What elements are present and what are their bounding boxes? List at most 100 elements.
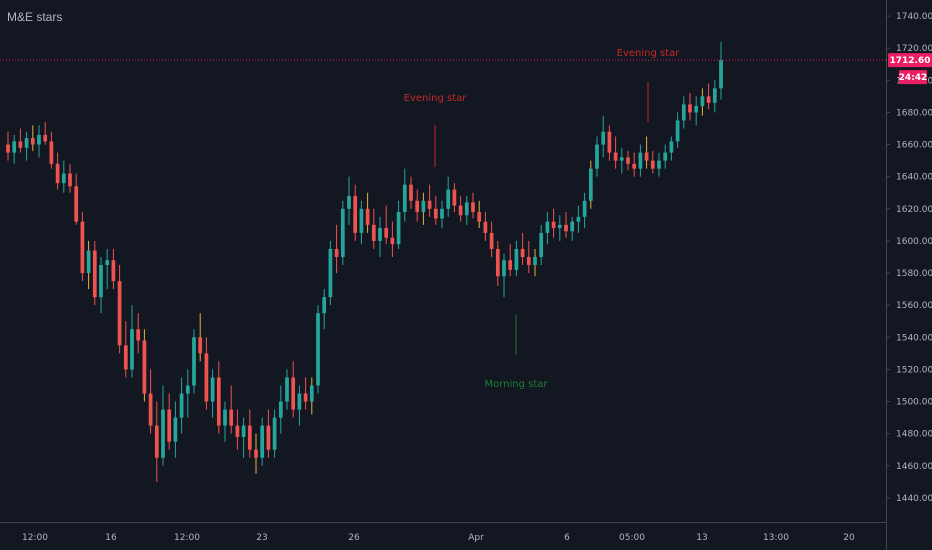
candle: [198, 313, 203, 362]
candle-body: [706, 96, 711, 103]
candle: [30, 125, 35, 151]
chart-title: M&E stars: [7, 10, 63, 24]
price-tick-label: 1720.00: [896, 44, 932, 54]
price-tick-label: 1560.00: [896, 301, 932, 311]
candle-body: [223, 409, 227, 426]
time-tick-label: 26: [348, 533, 360, 543]
price-tick-label: 1580.00: [896, 269, 932, 279]
candle: [508, 244, 513, 277]
candle: [80, 212, 85, 282]
candle: [688, 93, 692, 121]
candle: [650, 150, 655, 174]
candle-body: [613, 152, 618, 161]
price-tick-label: 1520.00: [896, 365, 932, 375]
annotations-layer: Evening star Morning star Evening star: [404, 48, 681, 390]
candle-body: [626, 157, 630, 164]
price-tick-label: 1440.00: [896, 494, 932, 504]
candle: [564, 212, 568, 238]
candle: [340, 200, 345, 266]
candle: [378, 216, 382, 257]
candle: [694, 96, 699, 126]
price-axis[interactable]: 1440.00 1460.00 1480.00 1500.00 1520.00 1540.…: [886, 0, 932, 550]
candle-body: [235, 425, 240, 437]
candle-body: [533, 256, 537, 266]
candle: [74, 173, 79, 225]
candle: [365, 192, 370, 233]
price-tick-label: 1540.00: [896, 333, 932, 343]
candle: [148, 369, 153, 434]
countdown-label: 24:42: [899, 73, 928, 83]
candle-body: [588, 168, 593, 201]
candle-body: [464, 202, 469, 216]
candle: [706, 83, 711, 110]
candle: [458, 195, 463, 222]
last-price-badge: [888, 53, 932, 68]
candle-body: [539, 232, 544, 257]
candle-body: [477, 212, 482, 222]
candle-body: [694, 106, 699, 113]
candle: [545, 212, 550, 245]
candle: [111, 248, 116, 290]
morning-star-label: Morning star: [484, 379, 548, 390]
candle: [316, 305, 320, 394]
candle: [328, 240, 333, 306]
candle-body: [551, 221, 556, 229]
candle-body: [130, 329, 134, 370]
candle: [37, 125, 41, 158]
candle: [384, 205, 389, 245]
candle: [185, 369, 190, 418]
price-tick-label: 1480.00: [896, 430, 932, 440]
candle-body: [12, 141, 17, 153]
candle-body: [719, 60, 723, 89]
candle: [607, 125, 612, 161]
candle-body: [328, 248, 333, 298]
candle-body: [675, 120, 680, 142]
last-price-label: 1712.60: [890, 56, 931, 66]
price-tick-label: 1600.00: [896, 237, 932, 247]
price-tick-label: 1640.00: [896, 173, 932, 183]
candle-body: [198, 337, 203, 354]
time-tick-label: 13: [696, 533, 707, 543]
time-axis[interactable]: 12:00 16 12:00 23 26 Apr 6 05:00 13 13:00 20: [0, 522, 886, 544]
candle: [105, 248, 110, 290]
candle: [92, 240, 97, 306]
candle: [167, 393, 172, 450]
candle: [12, 134, 17, 164]
candle-body: [396, 212, 401, 245]
candle: [576, 205, 581, 233]
candle: [6, 131, 10, 161]
candle: [433, 195, 438, 225]
candle-body: [161, 409, 165, 458]
time-tick-label: 20: [843, 533, 855, 543]
candle: [309, 377, 314, 415]
candle-body: [712, 88, 717, 103]
candle-body: [37, 134, 41, 145]
candle-body: [278, 401, 283, 418]
candle: [247, 409, 252, 458]
candle: [123, 321, 128, 378]
candle-body: [68, 173, 72, 187]
candle: [68, 163, 72, 193]
candle: [18, 128, 23, 153]
candle: [210, 369, 215, 418]
candle-body: [359, 208, 364, 233]
candle: [402, 168, 407, 222]
candle: [452, 183, 457, 213]
candle-body: [142, 340, 147, 394]
candle-body: [309, 385, 314, 402]
candle-body: [24, 138, 29, 148]
candle: [471, 192, 475, 219]
candle-body: [638, 152, 643, 169]
candle: [613, 136, 618, 169]
price-tick-label: 1740.00: [896, 12, 932, 22]
candles-layer: [6, 41, 723, 482]
candle: [477, 200, 482, 229]
candle: [192, 329, 196, 394]
candle: [291, 361, 296, 418]
candle: [464, 195, 469, 225]
time-tick-label: 16: [105, 533, 117, 543]
candle: [285, 369, 289, 410]
candle-body: [681, 104, 686, 121]
